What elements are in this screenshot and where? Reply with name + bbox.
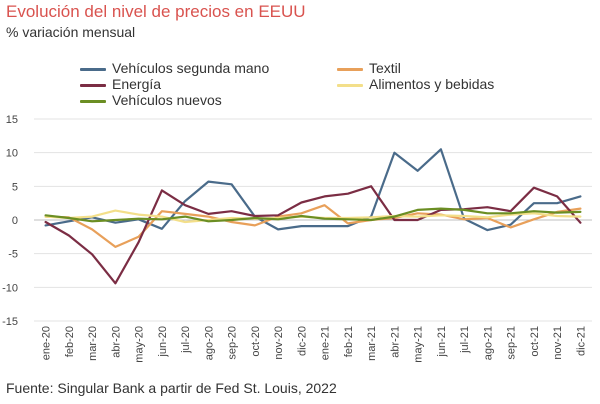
legend-swatch-alimentos-y-bebidas <box>337 83 363 87</box>
x-tick-label: jul-21 <box>459 326 471 354</box>
y-tick-label: 0 <box>12 215 18 227</box>
x-tick-label: sep-21 <box>506 326 518 360</box>
x-tick-label: oct-21 <box>529 326 541 357</box>
legend-label-alimentos-y-bebidas: Alimentos y bebidas <box>369 76 495 92</box>
x-tick-label: dic-21 <box>575 326 587 356</box>
x-tick-label: ago-21 <box>482 326 494 360</box>
y-tick-label: 5 <box>12 181 18 193</box>
x-tick-label: ene-20 <box>41 326 53 360</box>
x-tick-label: sep-20 <box>227 326 239 360</box>
x-tick-label: dic-20 <box>296 326 308 356</box>
legend-label-vehiculos-nuevos: Vehículos nuevos <box>112 92 222 108</box>
series-line-4 <box>44 207 582 223</box>
x-tick-label: may-20 <box>134 326 146 363</box>
x-tick-label: jun-20 <box>157 326 169 358</box>
chart-title: Evolución del nivel de precios en EEUU <box>6 2 306 21</box>
y-tick-label: 10 <box>6 148 18 160</box>
series-line-2 <box>44 185 582 285</box>
x-tick-label: nov-21 <box>552 326 564 360</box>
source-note: Fuente: Singular Bank a partir de Fed St… <box>6 380 337 396</box>
x-tick-label: feb-21 <box>343 326 355 357</box>
legend-swatch-textil <box>337 67 363 71</box>
x-tick-label: ago-20 <box>203 326 215 360</box>
x-tick-label: feb-20 <box>64 326 76 357</box>
x-tick-label: jul-20 <box>180 326 192 354</box>
y-tick-label: 15 <box>6 114 18 126</box>
legend-label-textil: Textil <box>369 60 401 76</box>
y-tick-label: -5 <box>8 249 18 261</box>
legend-label-energia: Energía <box>112 76 162 92</box>
x-tick-label: jun-21 <box>436 326 448 358</box>
legend-item-textil: Textil <box>337 60 401 76</box>
x-tick-label: mar-21 <box>366 326 378 361</box>
x-tick-label: oct-20 <box>250 326 262 357</box>
x-tick-label: abr-21 <box>389 326 401 358</box>
legend-swatch-vehiculos-nuevos <box>80 99 106 103</box>
y-tick-label: -15 <box>2 316 18 328</box>
legend-item-alimentos-y-bebidas: Alimentos y bebidas <box>337 76 494 92</box>
x-tick-label: mar-20 <box>87 326 99 361</box>
legend-swatch-vehiculos-segunda-mano <box>80 67 106 71</box>
legend-label-vehiculos-segunda-mano: Vehículos segunda mano <box>112 60 270 76</box>
legend-item-vehiculos-nuevos: Vehículos nuevos <box>80 92 222 108</box>
x-tick-label: abr-20 <box>110 326 122 358</box>
legend-item-vehiculos-segunda-mano: Vehículos segunda mano <box>80 60 269 76</box>
chart-subtitle: % variación mensual <box>6 24 136 40</box>
x-tick-label: nov-20 <box>273 326 285 360</box>
legend-swatch-energia <box>80 83 106 87</box>
x-tick-label: ene-21 <box>320 326 332 360</box>
legend-item-energia: Energía <box>80 76 161 92</box>
y-tick-label: -10 <box>2 282 18 294</box>
series-line-1 <box>44 204 582 248</box>
legend: Vehículos segunda mano Textil Energía Al… <box>0 0 600 110</box>
x-tick-label: may-21 <box>413 326 425 363</box>
